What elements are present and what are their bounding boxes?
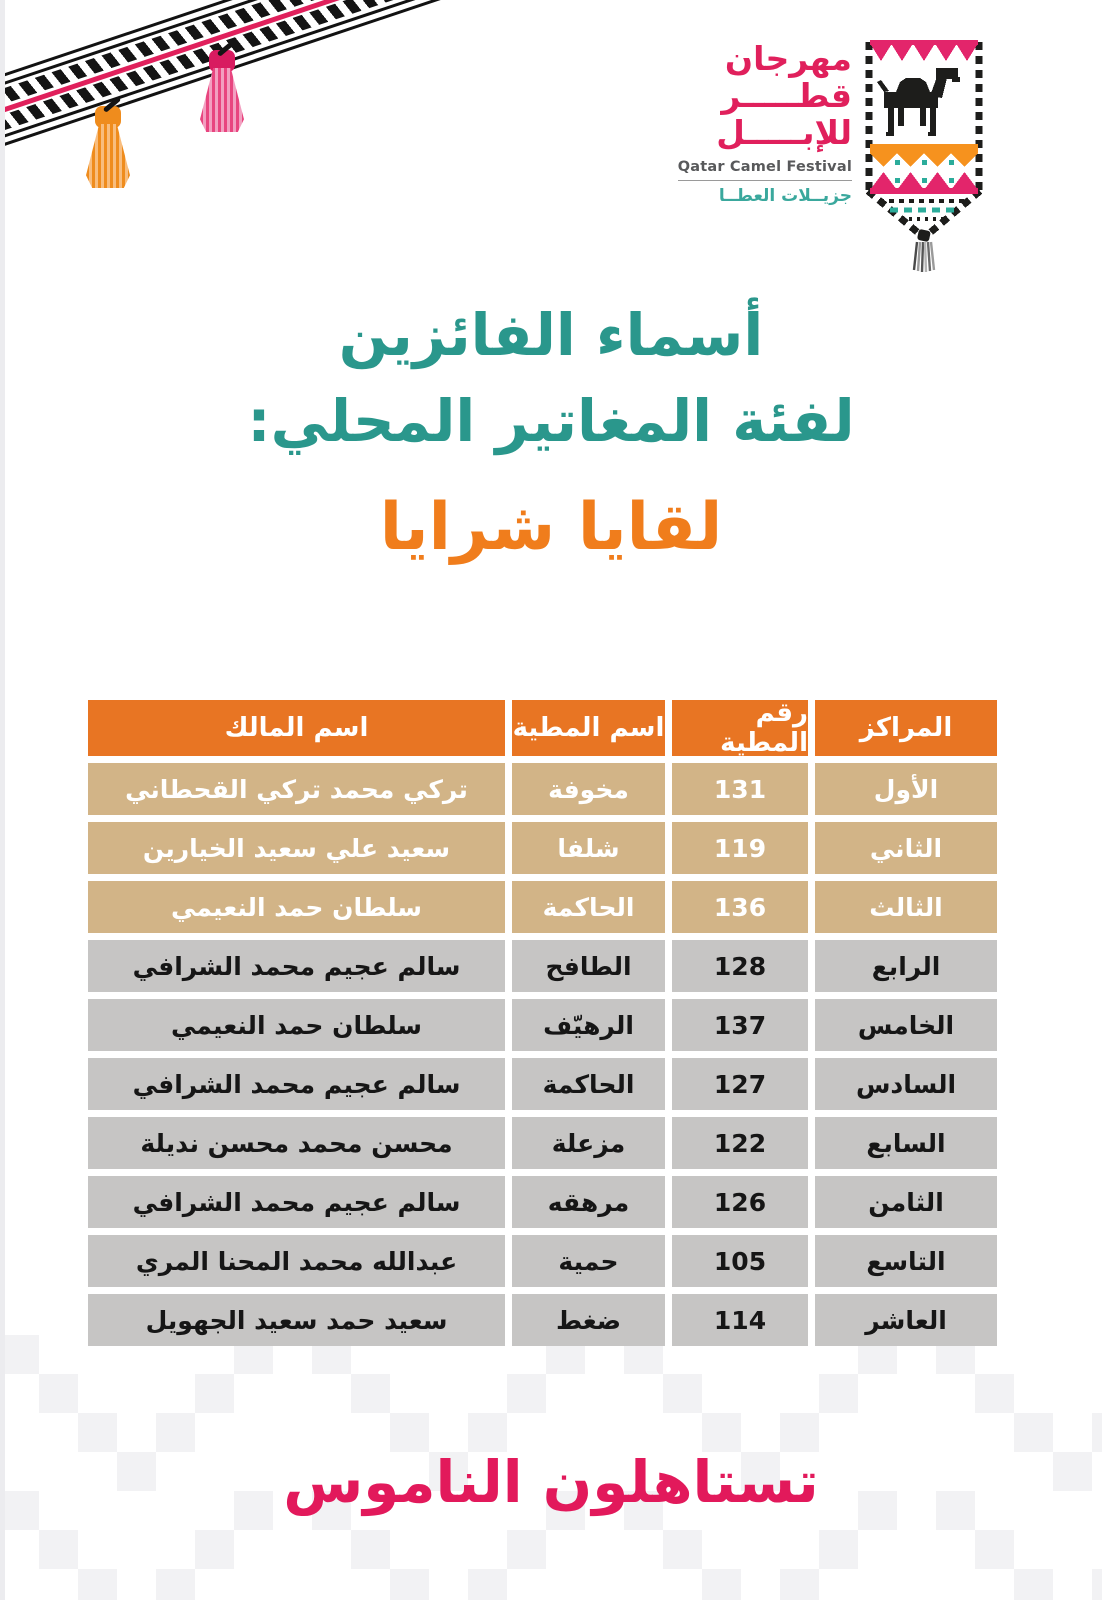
cell-number: 105 (672, 1235, 808, 1287)
logo-tagline: جزيــلات العطــا (718, 186, 852, 206)
table-row: السادس 127 الحاكمة سالم عجيم محمد الشرافي (88, 1058, 997, 1110)
table-row: الرابع 128 الطافح سالم عجيم محمد الشرافي (88, 940, 997, 992)
page-edge-shadow (0, 0, 5, 1600)
cell-number: 131 (672, 763, 808, 815)
cell-rank: الثامن (815, 1176, 997, 1228)
cell-rank: الرابع (815, 940, 997, 992)
cell-rank: الأول (815, 763, 997, 815)
pink-tassel-icon (200, 40, 244, 132)
table-row: العاشر 114 ضغط سعيد حمد سعيد الجهويل (88, 1294, 997, 1346)
table-row: الثاني 119 شلفا سعيد علي سعيد الخيارين (88, 822, 997, 874)
header-camel-name: اسم المطية (512, 700, 665, 756)
cell-camel: حمية (512, 1235, 665, 1287)
cell-rank: السابع (815, 1117, 997, 1169)
cell-number: 114 (672, 1294, 808, 1346)
logo-english-name: Qatar Camel Festival (677, 159, 852, 181)
cell-camel: مخوفة (512, 763, 665, 815)
logo-arabic-line-1: مهرجان (724, 39, 852, 78)
table-row: الأول 131 مخوفة تركي محمد تركي القحطاني (88, 763, 997, 815)
table-row: التاسع 105 حمية عبدالله محمد المحنا المري (88, 1235, 997, 1287)
footer-slogan: تستاهلون الناموس (283, 1448, 819, 1516)
cell-number: 128 (672, 940, 808, 992)
logo-arabic-line-3: للإبـــــل (716, 113, 852, 152)
cell-number: 137 (672, 999, 808, 1051)
table-row: الخامس 137 الرهيّف سلطان حمد النعيمي (88, 999, 997, 1051)
header-rank: المراكز (815, 700, 997, 756)
title-line-2: لفئة المغاتير المحلي: (247, 387, 855, 455)
cell-owner: سعيد حمد سعيد الجهويل (88, 1294, 505, 1346)
cell-owner: عبدالله محمد المحنا المري (88, 1235, 505, 1287)
cell-rank: الخامس (815, 999, 997, 1051)
title-line-1: أسماء الفائزين (338, 301, 764, 369)
cell-owner: سالم عجيم محمد الشرافي (88, 940, 505, 992)
cell-number: 126 (672, 1176, 808, 1228)
table-row: الثامن 126 مرهقه سالم عجيم محمد الشرافي (88, 1176, 997, 1228)
table-header-row: المراكز رقم المطية اسم المطية اسم المالك (88, 698, 997, 758)
cell-camel: مزعلة (512, 1117, 665, 1169)
woven-band-decoration (0, 0, 529, 168)
cell-owner: سعيد علي سعيد الخيارين (88, 822, 505, 874)
festival-logo-text: مهرجان قطـــــر للإبـــــل Qatar Camel F… (677, 39, 852, 206)
cell-camel: شلفا (512, 822, 665, 874)
orange-tassel-icon (86, 96, 130, 188)
table-row: السابع 122 مزعلة محسن محمد محسن نديلة (88, 1117, 997, 1169)
pixel-zigzag-background (0, 1335, 1102, 1600)
cell-owner: سالم عجيم محمد الشرافي (88, 1058, 505, 1110)
cell-rank: التاسع (815, 1235, 997, 1287)
cell-rank: السادس (815, 1058, 997, 1110)
cell-number: 119 (672, 822, 808, 874)
cell-camel: الحاكمة (512, 881, 665, 933)
header-owner-name: اسم المالك (88, 700, 505, 756)
cell-camel: الرهيّف (512, 999, 665, 1051)
header-camel-number: رقم المطية (672, 698, 808, 758)
cell-owner: سلطان حمد النعيمي (88, 999, 505, 1051)
cell-number: 122 (672, 1117, 808, 1169)
cell-camel: الحاكمة (512, 1058, 665, 1110)
category-subtitle: لقايا شرايا (379, 490, 723, 565)
cell-owner: محسن محمد محسن نديلة (88, 1117, 505, 1169)
cell-rank: العاشر (815, 1294, 997, 1346)
camel-banner-icon (858, 40, 990, 284)
results-table-body: الأول 131 مخوفة تركي محمد تركي القحطاني الثا… (88, 763, 997, 1346)
cell-rank: الثاني (815, 822, 997, 874)
table-row: الثالث 136 الحاكمة سلطان حمد النعيمي (88, 881, 997, 933)
cell-owner: سلطان حمد النعيمي (88, 881, 505, 933)
cell-camel: الطافح (512, 940, 665, 992)
cell-rank: الثالث (815, 881, 997, 933)
results-table: المراكز رقم المطية اسم المطية اسم المالك… (88, 698, 997, 1353)
cell-camel: ضغط (512, 1294, 665, 1346)
cell-number: 127 (672, 1058, 808, 1110)
cell-number: 136 (672, 881, 808, 933)
cell-owner: سالم عجيم محمد الشرافي (88, 1176, 505, 1228)
cell-owner: تركي محمد تركي القحطاني (88, 763, 505, 815)
logo-arabic-line-2: قطـــــر (721, 76, 852, 115)
cell-camel: مرهقه (512, 1176, 665, 1228)
